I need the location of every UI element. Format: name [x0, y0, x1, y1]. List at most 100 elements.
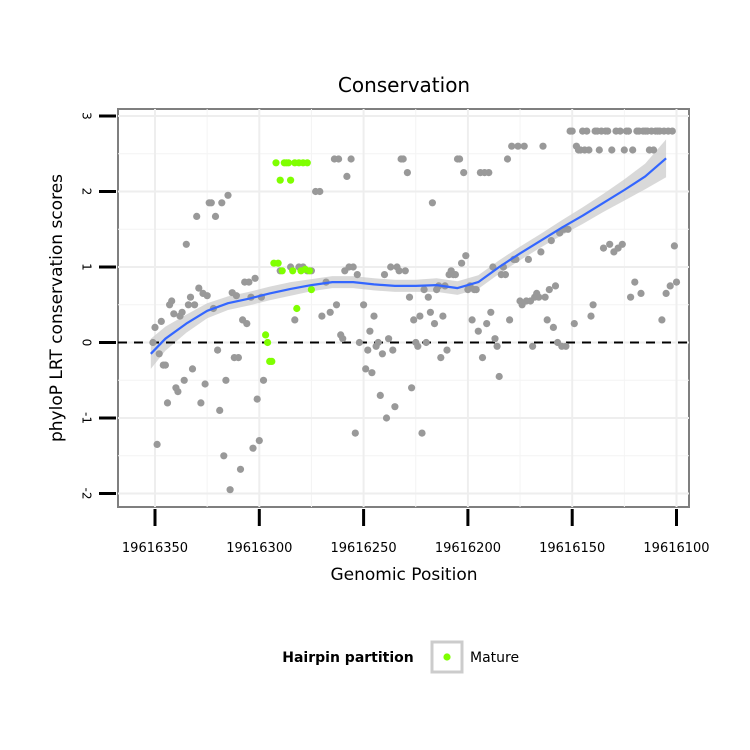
- point-other: [188, 365, 197, 373]
- point-other: [378, 350, 386, 358]
- point-other: [170, 310, 178, 318]
- point-other: [551, 282, 560, 290]
- point-other: [485, 169, 493, 177]
- point-mature: [274, 259, 282, 267]
- point-other: [631, 278, 639, 286]
- point-other: [508, 142, 516, 150]
- point-other: [529, 342, 537, 350]
- point-other: [568, 127, 576, 135]
- point-other: [650, 146, 658, 154]
- point-mature: [293, 304, 301, 313]
- point-other: [658, 316, 666, 324]
- point-other: [501, 271, 509, 279]
- point-other: [426, 308, 434, 316]
- point-other: [403, 169, 411, 177]
- point-other: [259, 376, 268, 384]
- point-other: [460, 169, 468, 177]
- point-other: [428, 199, 436, 207]
- point-other: [218, 199, 226, 207]
- point-other: [595, 146, 603, 154]
- point-other: [570, 320, 578, 328]
- point-other: [662, 289, 670, 297]
- point-other: [401, 267, 409, 275]
- point-other: [547, 237, 555, 245]
- point-other: [232, 292, 240, 300]
- point-other: [184, 301, 192, 309]
- point-other: [351, 429, 359, 437]
- point-other: [180, 376, 188, 384]
- point-other: [214, 346, 222, 354]
- point-other: [458, 259, 466, 267]
- point-other: [587, 312, 595, 320]
- x-tick-label: 19616350: [122, 541, 188, 556]
- point-other: [191, 301, 199, 309]
- point-other: [410, 316, 418, 324]
- point-other: [251, 274, 259, 282]
- point-other: [668, 127, 676, 135]
- point-other: [543, 316, 551, 324]
- point-other: [524, 255, 533, 263]
- point-other: [234, 354, 242, 362]
- point-other: [589, 301, 597, 309]
- point-other: [364, 346, 372, 354]
- point-other: [520, 142, 528, 150]
- point-mature: [303, 159, 311, 167]
- point-other: [606, 240, 614, 248]
- point-other: [637, 289, 645, 297]
- point-other: [201, 380, 209, 388]
- point-other: [506, 316, 514, 324]
- point-other: [382, 414, 391, 422]
- point-mature: [264, 338, 272, 347]
- point-other: [316, 187, 324, 196]
- legend-label-mature: Mature: [470, 650, 519, 666]
- point-mature: [278, 267, 286, 275]
- point-other: [186, 293, 195, 301]
- point-other: [253, 395, 261, 403]
- point-other: [203, 292, 211, 300]
- point-mature: [262, 331, 270, 339]
- x-tick-label: 19616250: [331, 541, 397, 556]
- point-other: [451, 271, 459, 279]
- point-mature: [276, 176, 284, 184]
- point-other: [541, 293, 549, 301]
- point-other: [670, 242, 679, 250]
- smooth-line-path: [150, 157, 667, 355]
- point-other: [195, 284, 203, 292]
- y-tick-label: 3: [80, 112, 94, 120]
- point-other: [437, 354, 445, 362]
- point-other: [439, 312, 447, 320]
- point-other: [366, 327, 374, 335]
- point-other: [222, 376, 230, 384]
- x-tick-label: 19616150: [539, 541, 605, 556]
- point-other: [360, 301, 368, 309]
- point-other: [422, 338, 430, 347]
- point-other: [374, 338, 382, 347]
- point-other: [161, 361, 169, 369]
- point-other: [149, 338, 157, 347]
- point-other: [193, 212, 201, 220]
- x-tick-label: 19616200: [435, 541, 501, 556]
- point-other: [503, 155, 512, 163]
- point-other: [353, 271, 361, 279]
- point-other: [545, 286, 553, 294]
- x-axis-label: Genomic Position: [330, 565, 477, 585]
- smooth-line: [150, 157, 667, 355]
- point-other: [347, 155, 355, 163]
- point-other: [535, 293, 543, 301]
- point-other: [318, 312, 326, 320]
- point-other: [418, 429, 426, 437]
- point-other: [564, 225, 572, 233]
- point-other: [385, 335, 393, 343]
- point-other: [468, 316, 476, 324]
- point-other: [216, 406, 224, 414]
- y-tick-label: 1: [80, 263, 94, 271]
- point-other: [608, 146, 616, 154]
- point-other: [487, 308, 495, 316]
- point-other: [362, 365, 370, 373]
- y-tick-label: 0: [80, 339, 94, 347]
- point-other: [620, 146, 628, 154]
- point-mature: [268, 357, 276, 365]
- point-other: [151, 323, 159, 331]
- point-other: [616, 127, 624, 135]
